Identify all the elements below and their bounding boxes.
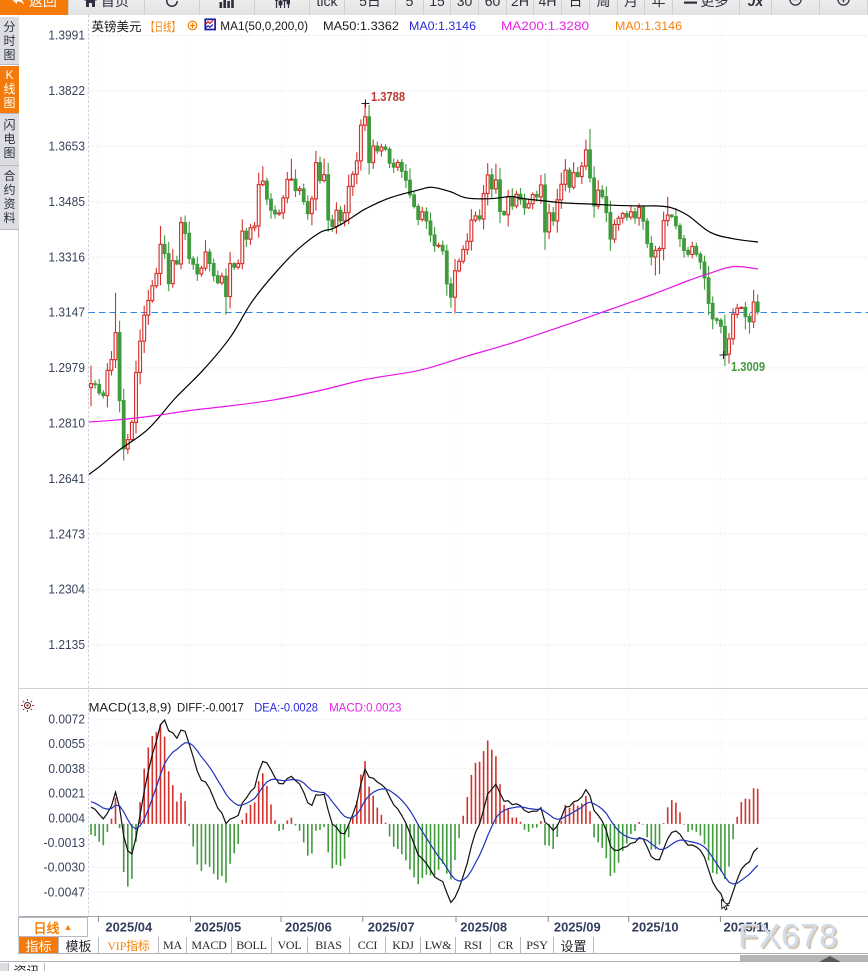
svg-text:DEA:-0.0028: DEA:-0.0028 xyxy=(254,701,318,715)
svg-text:2025/08: 2025/08 xyxy=(460,920,507,935)
svg-text:【日线】: 【日线】 xyxy=(146,20,180,34)
svg-text:-0.0030: -0.0030 xyxy=(44,860,86,875)
svg-text:0.0004: 0.0004 xyxy=(48,810,85,825)
svg-text:1.2641: 1.2641 xyxy=(48,471,85,486)
svg-text:1.2979: 1.2979 xyxy=(48,360,85,375)
svg-text:MACD:0.0023: MACD:0.0023 xyxy=(329,701,401,715)
svg-text:2025/04: 2025/04 xyxy=(105,920,153,935)
svg-text:MA50:1.3362: MA50:1.3362 xyxy=(323,19,399,33)
svg-text:0.0055: 0.0055 xyxy=(48,736,85,751)
svg-text:0.0021: 0.0021 xyxy=(48,786,85,801)
svg-text:MACD(13,8,9): MACD(13,8,9) xyxy=(89,701,172,715)
svg-text:1.2135: 1.2135 xyxy=(48,637,85,652)
svg-text:1.3822: 1.3822 xyxy=(48,83,85,98)
svg-text:2025/09: 2025/09 xyxy=(554,920,601,935)
svg-text:0.0072: 0.0072 xyxy=(48,712,85,727)
svg-text:MA0:1.3146: MA0:1.3146 xyxy=(409,19,476,33)
svg-text:英镑美元: 英镑美元 xyxy=(92,19,142,34)
svg-text:0.0038: 0.0038 xyxy=(48,761,85,776)
svg-text:1.3991: 1.3991 xyxy=(48,28,85,43)
svg-text:1.2473: 1.2473 xyxy=(48,526,85,541)
svg-text:1.3316: 1.3316 xyxy=(48,249,85,264)
svg-text:MA0:1.3146: MA0:1.3146 xyxy=(615,19,682,33)
svg-text:2025/10: 2025/10 xyxy=(632,920,679,935)
svg-text:1.3147: 1.3147 xyxy=(48,305,85,320)
svg-text:1.3009: 1.3009 xyxy=(731,359,765,374)
svg-text:2025/11: 2025/11 xyxy=(724,920,771,935)
svg-text:1.3788: 1.3788 xyxy=(371,89,405,104)
svg-text:DIFF:-0.0017: DIFF:-0.0017 xyxy=(177,701,244,715)
svg-text:-0.0013: -0.0013 xyxy=(44,835,86,850)
svg-text:2025/07: 2025/07 xyxy=(368,920,415,935)
svg-text:1.2304: 1.2304 xyxy=(48,582,85,597)
svg-text:1.3653: 1.3653 xyxy=(48,139,85,154)
svg-text:1.2810: 1.2810 xyxy=(48,416,85,431)
svg-text:1.3485: 1.3485 xyxy=(48,194,85,209)
svg-text:2025/06: 2025/06 xyxy=(285,920,332,935)
svg-text:2025/05: 2025/05 xyxy=(194,920,241,935)
svg-text:MA200:1.3280: MA200:1.3280 xyxy=(501,19,589,33)
svg-text:MA1(50,0,200,0): MA1(50,0,200,0) xyxy=(220,19,308,33)
svg-text:-0.0047: -0.0047 xyxy=(44,884,86,899)
